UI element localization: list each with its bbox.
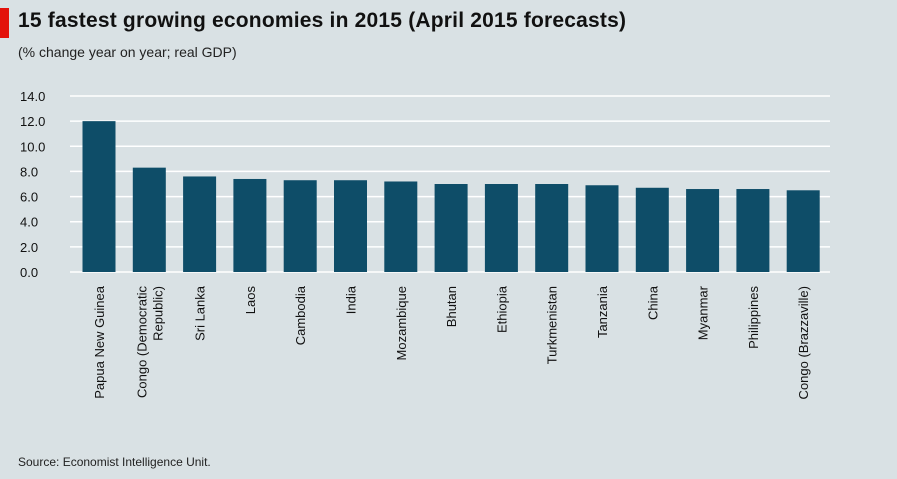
x-tick-label: Turkmenistan: [545, 286, 560, 364]
bar: [585, 185, 619, 272]
bar: [384, 181, 418, 272]
accent-mark: [0, 8, 9, 38]
bar: [736, 189, 770, 272]
x-tick-label: Tanzania: [595, 285, 610, 338]
bar: [334, 180, 367, 272]
x-tick-label: Congo (Brazzaville): [796, 286, 811, 399]
bar: [635, 187, 669, 272]
x-tick-label: Myanmar: [696, 285, 711, 340]
x-tick-label: Ethiopia: [494, 285, 509, 333]
x-tick-label: Republic): [150, 286, 165, 341]
x-tick-label: Papua New Guinea: [92, 285, 107, 399]
x-tick-label: Philippines: [746, 286, 761, 349]
x-tick-label: Mozambique: [394, 286, 409, 360]
y-tick-label: 8.0: [20, 164, 38, 179]
bar: [82, 121, 116, 273]
x-tick-label: India: [344, 285, 359, 314]
y-tick-label: 12.0: [20, 114, 45, 129]
x-tick-label: China: [645, 285, 660, 320]
x-tick-label: Bhutan: [444, 286, 459, 327]
bar: [183, 176, 217, 272]
bar: [283, 180, 317, 272]
x-tick-label: Cambodia: [293, 285, 308, 345]
x-tick-label: Congo (Democratic: [134, 286, 149, 398]
y-tick-label: 10.0: [20, 139, 45, 154]
y-tick-label: 6.0: [20, 190, 38, 205]
source-note: Source: Economist Intelligence Unit.: [18, 455, 211, 469]
bar: [484, 184, 518, 272]
bar: [686, 189, 720, 272]
bar: [535, 184, 569, 272]
y-tick-label: 14.0: [20, 89, 45, 104]
chart-subtitle: (% change year on year; real GDP): [18, 44, 237, 60]
bar: [434, 184, 468, 272]
bar: [233, 178, 267, 272]
bar: [786, 190, 820, 272]
chart-title: 15 fastest growing economies in 2015 (Ap…: [18, 9, 627, 32]
bar-chart: 0.0 2.0 4.0 6.0 8.0 10.0 12.0 14.0 Papua New Gui…: [20, 89, 830, 399]
x-tick-label: Sri Lanka: [193, 285, 208, 341]
y-tick-label: 2.0: [20, 240, 38, 255]
y-tick-label: 4.0: [20, 215, 38, 230]
y-tick-label: 0.0: [20, 265, 38, 280]
bar: [132, 167, 166, 272]
x-tick-label: Laos: [243, 286, 258, 315]
